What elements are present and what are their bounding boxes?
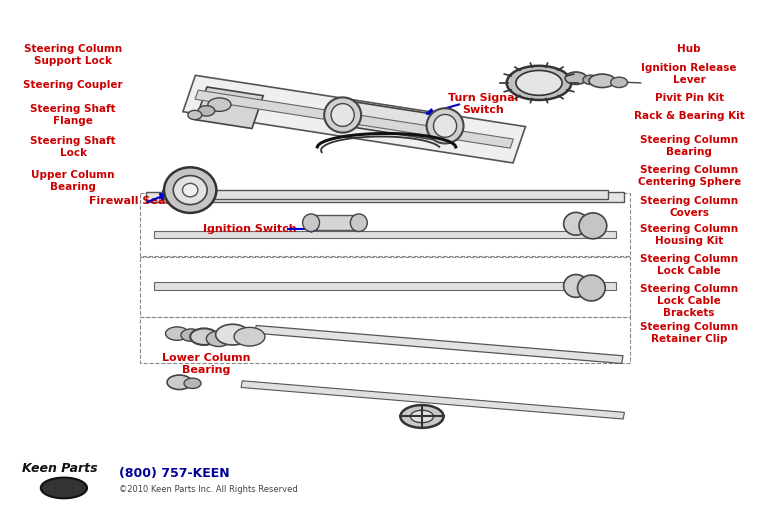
Ellipse shape [198, 106, 215, 116]
Text: Steering Shaft
Flange: Steering Shaft Flange [30, 104, 116, 125]
Polygon shape [311, 215, 359, 230]
Ellipse shape [234, 327, 265, 346]
Text: Steering Column
Lock Cable
Brackets: Steering Column Lock Cable Brackets [640, 284, 738, 318]
Polygon shape [195, 90, 514, 148]
Text: Steering Column
Bearing: Steering Column Bearing [640, 135, 738, 156]
Text: Pivit Pin Kit: Pivit Pin Kit [654, 93, 724, 103]
Polygon shape [154, 282, 616, 290]
Ellipse shape [41, 478, 87, 498]
Ellipse shape [564, 212, 588, 235]
Text: Steering Column
Covers: Steering Column Covers [640, 196, 738, 218]
Ellipse shape [331, 104, 354, 126]
Ellipse shape [516, 70, 562, 95]
Ellipse shape [181, 329, 201, 341]
Text: Rack & Bearing Kit: Rack & Bearing Kit [634, 111, 745, 121]
Ellipse shape [303, 214, 320, 232]
Ellipse shape [400, 405, 444, 428]
Ellipse shape [589, 74, 615, 88]
Text: Steering Column
Retainer Clip: Steering Column Retainer Clip [640, 322, 738, 344]
Text: Ignition Switch: Ignition Switch [203, 224, 297, 234]
Ellipse shape [565, 72, 587, 84]
Text: Lower Column
Bearing: Lower Column Bearing [162, 353, 250, 375]
Text: ©2010 Keen Parts Inc. All Rights Reserved: ©2010 Keen Parts Inc. All Rights Reserve… [119, 485, 298, 494]
Ellipse shape [410, 410, 434, 423]
Ellipse shape [578, 275, 605, 301]
Ellipse shape [564, 275, 588, 297]
Text: Steering Column
Support Lock: Steering Column Support Lock [24, 44, 122, 66]
Polygon shape [241, 381, 624, 419]
Ellipse shape [583, 75, 598, 84]
Ellipse shape [324, 97, 361, 133]
Text: Steering Coupler: Steering Coupler [23, 80, 123, 90]
Polygon shape [255, 325, 623, 364]
Ellipse shape [184, 378, 201, 388]
Text: Firewall Seal: Firewall Seal [89, 196, 169, 206]
Ellipse shape [188, 110, 202, 120]
Ellipse shape [206, 331, 231, 347]
Ellipse shape [611, 77, 628, 88]
Text: Turn Signal
Switch: Turn Signal Switch [448, 93, 519, 115]
Text: Steering Column
Centering Sphere: Steering Column Centering Sphere [638, 165, 741, 186]
Ellipse shape [167, 375, 192, 390]
Polygon shape [196, 87, 263, 128]
Ellipse shape [434, 114, 457, 137]
Text: Hub: Hub [678, 44, 701, 54]
Ellipse shape [350, 214, 367, 232]
Ellipse shape [164, 167, 216, 213]
Text: Steering Column
Housing Kit: Steering Column Housing Kit [640, 224, 738, 246]
Polygon shape [183, 75, 525, 163]
Polygon shape [340, 101, 447, 140]
Text: Upper Column
Bearing: Upper Column Bearing [32, 170, 115, 192]
Text: Steering Shaft
Lock: Steering Shaft Lock [30, 136, 116, 157]
Text: (800) 757-KEEN: (800) 757-KEEN [119, 467, 230, 480]
Ellipse shape [173, 176, 207, 205]
Text: Keen Parts: Keen Parts [22, 462, 97, 475]
Ellipse shape [182, 183, 198, 197]
Ellipse shape [507, 66, 571, 100]
Polygon shape [154, 231, 616, 237]
Text: Ignition Release
Lever: Ignition Release Lever [641, 63, 737, 85]
Polygon shape [146, 192, 624, 202]
Ellipse shape [166, 327, 189, 340]
Ellipse shape [579, 213, 607, 239]
Ellipse shape [190, 328, 218, 345]
Text: Steering Column
Lock Cable: Steering Column Lock Cable [640, 254, 738, 276]
Ellipse shape [208, 98, 231, 111]
Ellipse shape [427, 108, 464, 143]
Ellipse shape [216, 324, 249, 345]
Polygon shape [162, 190, 608, 199]
